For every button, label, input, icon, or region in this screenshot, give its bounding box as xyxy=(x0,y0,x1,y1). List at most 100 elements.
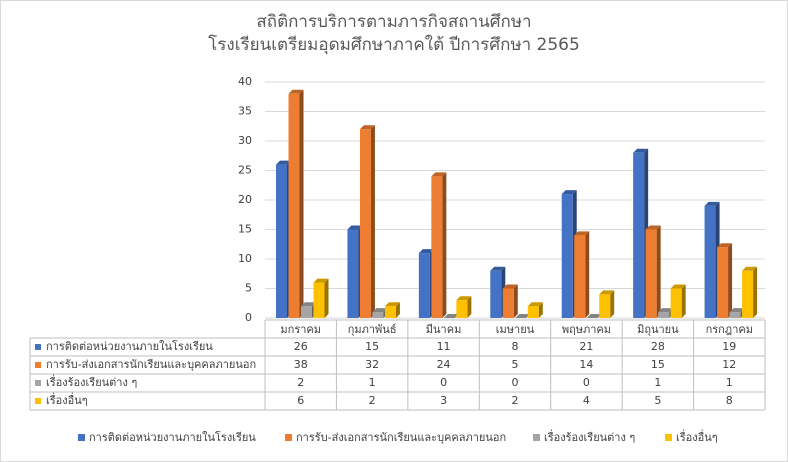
table-value: 1 xyxy=(369,376,376,389)
bar-side xyxy=(299,89,304,318)
bar xyxy=(658,312,670,318)
bar xyxy=(717,247,729,318)
table-row-label: เรื่องร้องเรียนต่าง ๆ xyxy=(46,374,137,389)
table-value: 2 xyxy=(369,394,376,407)
bar-side xyxy=(656,225,661,318)
bar xyxy=(384,306,396,318)
table-legend-key xyxy=(35,362,41,368)
bar-side xyxy=(370,125,375,318)
bar xyxy=(456,300,468,318)
table-value: 2 xyxy=(512,394,519,407)
bar-side xyxy=(442,172,447,318)
y-tick-label: 25 xyxy=(238,164,252,177)
bar-top xyxy=(502,284,518,289)
legend-label: เรื่องอื่นๆ xyxy=(676,429,718,444)
bar-top xyxy=(599,290,615,295)
bar-top xyxy=(347,225,363,230)
bar-top xyxy=(704,201,720,206)
bar xyxy=(742,270,754,318)
table-value: 3 xyxy=(440,394,447,407)
table-value: 8 xyxy=(512,340,519,353)
bar-top xyxy=(456,296,472,301)
table-value: 26 xyxy=(294,340,308,353)
y-tick-label: 0 xyxy=(245,311,252,324)
x-tick-label: มิถุนายน xyxy=(637,323,679,336)
bar xyxy=(599,294,611,318)
bar xyxy=(313,282,325,318)
table-value: 19 xyxy=(722,340,736,353)
table-row-label: เรื่องอื่นๆ xyxy=(46,392,88,407)
bar-side xyxy=(753,266,758,318)
table-value: 4 xyxy=(583,394,590,407)
bar xyxy=(502,288,514,318)
bar-side xyxy=(610,290,615,318)
table-value: 15 xyxy=(651,358,665,371)
bar-top xyxy=(431,172,447,177)
bar xyxy=(670,288,682,318)
y-tick-label: 5 xyxy=(245,282,252,295)
x-tick-label: มกราคม xyxy=(280,323,321,336)
bar-side xyxy=(538,302,543,318)
bar-top xyxy=(372,308,388,313)
bar xyxy=(527,306,539,318)
bar-side xyxy=(513,284,518,318)
bar-top xyxy=(301,302,316,307)
bar-top xyxy=(276,160,291,165)
bar-top xyxy=(288,89,304,94)
bar xyxy=(431,176,443,318)
y-tick-label: 15 xyxy=(238,223,252,236)
table-value: 28 xyxy=(651,340,665,353)
bar-top xyxy=(645,225,661,230)
bar-top xyxy=(515,314,531,318)
bar-top xyxy=(574,231,590,236)
y-tick-label: 20 xyxy=(238,193,252,206)
table-value: 0 xyxy=(583,376,590,389)
bar xyxy=(301,306,312,318)
y-tick-label: 40 xyxy=(238,75,252,88)
bar xyxy=(645,229,657,318)
table-value: 2 xyxy=(297,376,304,389)
table-value: 6 xyxy=(297,394,304,407)
bar-top xyxy=(359,125,375,130)
chart-title: สถิติการบริการตามภารกิจสถานศึกษา xyxy=(256,12,531,32)
bar-top xyxy=(418,249,434,254)
legend-label: การติดต่อหน่วยงานภายในโรงเรียน xyxy=(89,430,256,444)
bar-top xyxy=(658,308,674,313)
table-value: 0 xyxy=(512,376,519,389)
bar xyxy=(372,312,384,318)
table-row-label: การรับ-ส่งเอกสารนักเรียนและบุคคลภายนอก xyxy=(46,358,256,371)
table-legend-key xyxy=(35,380,41,386)
bar-top xyxy=(527,302,543,307)
x-tick-label: พฤษภาคม xyxy=(562,323,611,336)
bar-top xyxy=(561,190,577,195)
table-value: 5 xyxy=(512,358,519,371)
bar xyxy=(490,270,502,318)
bar xyxy=(418,253,430,318)
bar-side xyxy=(324,278,329,318)
bar-top xyxy=(313,278,329,283)
table-value: 11 xyxy=(437,340,451,353)
table-value: 8 xyxy=(726,394,733,407)
bar-side xyxy=(467,296,472,318)
bar xyxy=(633,152,645,318)
legend-label: การรับ-ส่งเอกสารนักเรียนและบุคคลภายนอก xyxy=(296,431,506,444)
bar xyxy=(359,129,371,318)
legend-key xyxy=(78,434,85,441)
y-tick-label: 10 xyxy=(238,252,252,265)
table-row-label: การติดต่อหน่วยงานภายในโรงเรียน xyxy=(46,339,213,353)
bar xyxy=(288,93,300,318)
table-value: 38 xyxy=(294,358,308,371)
table-value: 24 xyxy=(437,358,451,371)
table-legend-key xyxy=(35,344,41,350)
bar-side xyxy=(585,231,590,318)
bar-top xyxy=(633,148,649,153)
bar xyxy=(704,205,716,318)
bar-top xyxy=(670,284,686,289)
bar-top xyxy=(717,243,733,248)
bar xyxy=(729,312,741,318)
table-value: 32 xyxy=(365,358,379,371)
table-value: 5 xyxy=(654,394,661,407)
bar-top xyxy=(384,302,400,307)
bar-side xyxy=(395,302,400,318)
bar xyxy=(574,235,586,318)
